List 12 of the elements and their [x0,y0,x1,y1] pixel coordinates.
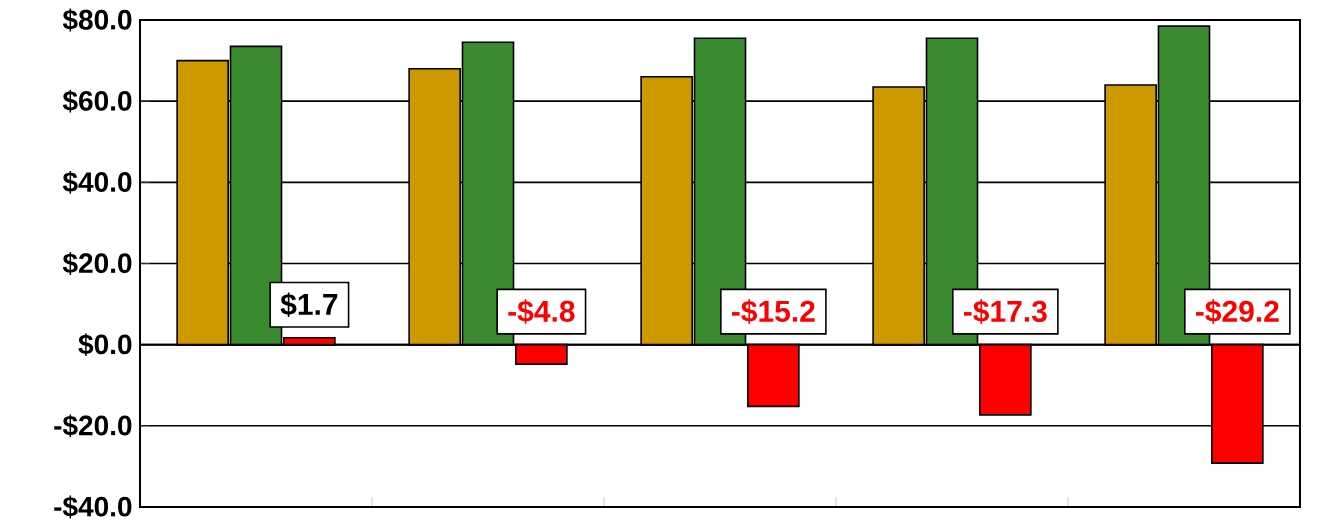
y-tick-label: $80.0 [62,8,132,32]
data-label: -$29.2 [1195,299,1279,324]
y-tick-label: -$40.0 [54,495,132,519]
data-label: -$4.8 [508,299,575,324]
y-tick-label: $0.0 [78,333,132,357]
data-label: -$15.2 [731,299,815,324]
data-label: -$17.3 [963,299,1047,324]
y-tick-label: $20.0 [62,252,132,275]
data-label: $1.7 [280,292,338,317]
y-tick-label: -$20.0 [54,414,132,438]
y-tick-label: $40.0 [62,170,132,194]
y-tick-label: $60.0 [62,89,132,113]
